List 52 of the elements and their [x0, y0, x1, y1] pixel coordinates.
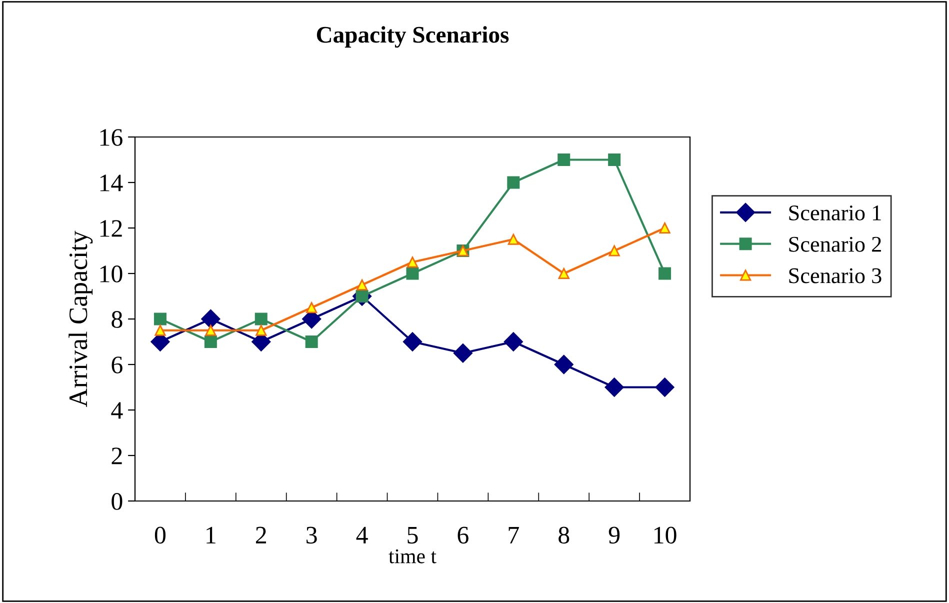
- point: [608, 245, 620, 256]
- point: [406, 267, 419, 280]
- y-tick-label: 8: [112, 311, 122, 328]
- y-tick-label: 2: [112, 448, 122, 464]
- point: [507, 176, 520, 189]
- x-tick-label: 7: [508, 526, 519, 544]
- x-tick-label: 3: [306, 526, 317, 544]
- point: [205, 324, 216, 336]
- x-tick-label: 9: [608, 526, 620, 544]
- y-tick-label: 10: [100, 266, 122, 282]
- point: [504, 332, 523, 352]
- point: [402, 332, 422, 352]
- point: [508, 234, 519, 245]
- legend-label: Scenario 3: [789, 268, 882, 284]
- legend-label: Scenario 2: [789, 236, 881, 252]
- point: [658, 267, 672, 280]
- point: [201, 309, 220, 329]
- point: [356, 279, 368, 290]
- x-tick-label: 10: [654, 526, 676, 544]
- y-tick-label: 4: [111, 402, 123, 419]
- x-tick-label: 5: [408, 526, 418, 544]
- x-axis-title: time t: [388, 549, 436, 564]
- y-tick-label: 14: [100, 174, 123, 192]
- point: [154, 324, 166, 336]
- x-tick-label: 8: [558, 526, 570, 544]
- point: [154, 312, 166, 326]
- point: [558, 154, 570, 166]
- y-tick-label: 12: [100, 220, 122, 237]
- point: [558, 268, 570, 280]
- point: [604, 378, 624, 397]
- point: [554, 354, 574, 374]
- y-tick-label: 6: [112, 356, 122, 374]
- point: [254, 312, 268, 326]
- point: [204, 336, 217, 348]
- y-axis-title: Arrival Capacity: [68, 230, 93, 408]
- chart-title: Capacity Scenarios: [316, 26, 509, 48]
- legend-label: Scenario 1: [789, 205, 881, 220]
- y-tick-label: 16: [100, 129, 122, 146]
- point: [608, 154, 621, 166]
- x-tick-label: 2: [256, 526, 266, 544]
- y-tick-label: 0: [112, 493, 122, 510]
- point: [655, 378, 674, 397]
- point: [406, 256, 418, 268]
- x-tick-label: 4: [356, 526, 368, 544]
- point: [256, 324, 267, 336]
- point: [659, 222, 670, 234]
- point: [305, 336, 318, 348]
- x-tick-label: 6: [458, 526, 468, 544]
- point: [453, 344, 472, 363]
- x-tick-label: 0: [154, 526, 166, 544]
- point: [306, 302, 318, 314]
- x-tick-label: 1: [206, 526, 216, 544]
